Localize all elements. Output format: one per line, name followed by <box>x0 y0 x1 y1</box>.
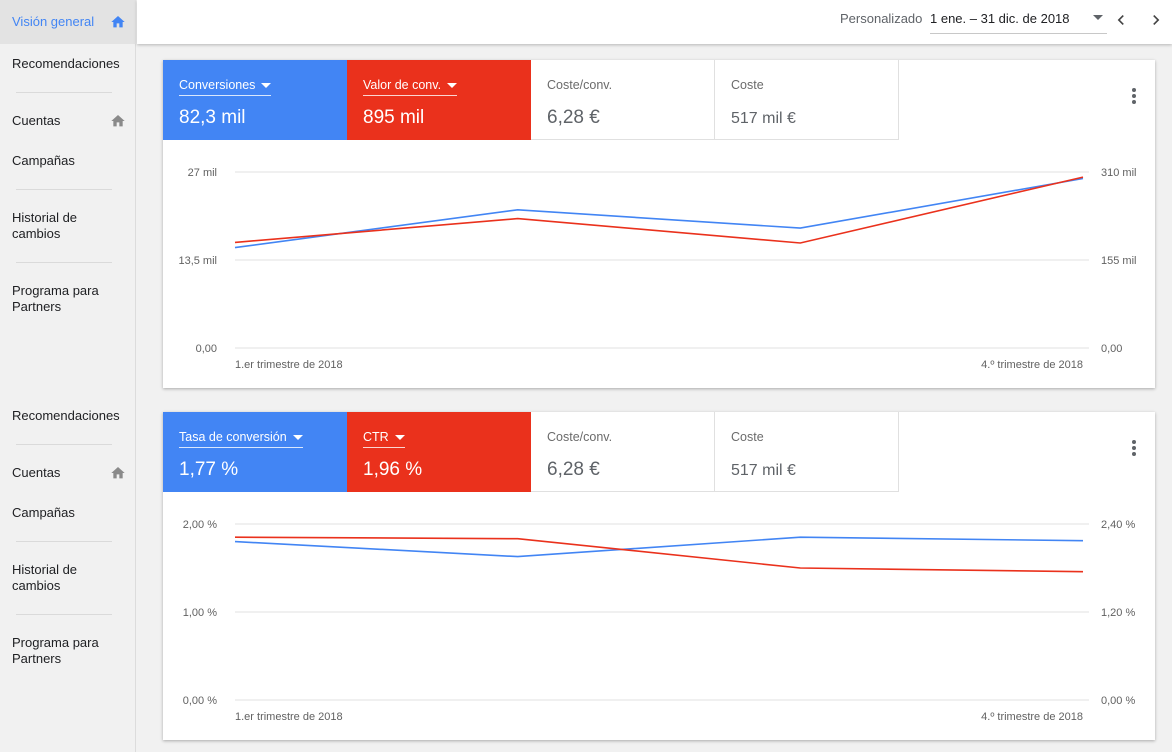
y-tick-label-right: 310 mil <box>1101 167 1136 179</box>
y-tick-label-left: 27 mil <box>188 167 217 179</box>
sidebar-divider <box>16 189 112 190</box>
performance-card: Tasa de conversión 1,77 % CTR 1,96 % Cos… <box>163 412 1155 740</box>
sidebar-divider <box>16 262 112 263</box>
sidebar-item-label: Recomendaciones <box>12 56 120 71</box>
metric-dropdown[interactable]: CTR <box>363 429 405 448</box>
y-tick-label-right: 1,20 % <box>1101 607 1135 619</box>
metric-cost[interactable]: Coste 517 mil € <box>715 412 899 492</box>
chevron-left-icon[interactable] <box>1111 10 1131 30</box>
sidebar-divider <box>16 444 112 445</box>
x-tick-label: 4.º trimestre de 2018 <box>981 711 1083 723</box>
metric-label: Coste <box>731 78 764 92</box>
metric-conversion-value[interactable]: Valor de conv. 895 mil <box>347 60 531 140</box>
more-options-icon[interactable] <box>1129 88 1139 108</box>
metric-dropdown[interactable]: Conversiones <box>179 77 272 96</box>
home-icon <box>111 115 125 127</box>
caret-down-icon <box>292 435 303 441</box>
performance-card: Conversiones 82,3 mil Valor de conv. 895… <box>163 60 1155 388</box>
metric-label: Tasa de conversión <box>179 430 287 444</box>
series-line <box>234 536 1084 573</box>
metric-label: Coste <box>731 430 764 444</box>
x-tick-label: 1.er trimestre de 2018 <box>235 359 343 371</box>
y-tick-label-left: 0,00 % <box>183 695 217 707</box>
sidebar-item-label: Programa para Partners <box>12 283 99 314</box>
x-tick-label: 1.er trimestre de 2018 <box>235 711 343 723</box>
sidebar-item-campaigns[interactable]: Campañas <box>0 153 136 169</box>
series-line <box>234 536 1084 558</box>
metric-label: CTR <box>363 430 389 444</box>
sidebar-item-change-history[interactable]: Historial de cambios <box>0 562 100 594</box>
metric-label: Coste/conv. <box>547 430 613 444</box>
top-bar: Personalizado 1 ene. – 31 dic. de 2018 <box>137 0 1172 44</box>
metric-cost[interactable]: Coste 517 mil € <box>715 60 899 140</box>
metric-value: 517 mil € <box>731 462 796 479</box>
home-icon <box>111 467 125 479</box>
sidebar-item-label: Campañas <box>12 505 75 520</box>
sidebar-item-recommendations[interactable]: Recomendaciones <box>0 408 136 424</box>
sidebar-divider <box>16 614 112 615</box>
metric-value: 6,28 € <box>547 459 600 480</box>
caret-down-icon <box>447 83 458 89</box>
sidebar-item-overview[interactable]: Visión general <box>0 0 136 44</box>
sidebar-item-campaigns[interactable]: Campañas <box>0 505 136 521</box>
home-icon <box>111 16 125 28</box>
metric-value: 1,96 % <box>363 459 423 480</box>
y-tick-label-left: 0,00 <box>196 343 217 355</box>
metric-value: 895 mil <box>363 107 425 128</box>
sidebar-item-label: Programa para Partners <box>12 635 99 666</box>
metric-label: Coste/conv. <box>547 78 613 92</box>
line-chart: 0,00 0,00 13,5 mil 155 mil 27 mil 310 mil 1.er… <box>178 167 1136 371</box>
chevron-down-icon[interactable] <box>1093 15 1103 20</box>
metric-value: 517 mil € <box>731 110 796 127</box>
sidebar-item-partners[interactable]: Programa para Partners <box>0 283 110 315</box>
caret-down-icon <box>261 83 272 89</box>
sidebar-item-recommendations[interactable]: Recomendaciones <box>0 56 136 72</box>
date-range-selector[interactable]: 1 ene. – 31 dic. de 2018 <box>930 10 1107 34</box>
caret-down-icon <box>394 435 405 441</box>
sidebar-item-label: Visión general <box>12 14 95 29</box>
x-tick-label: 4.º trimestre de 2018 <box>981 359 1083 371</box>
more-options-icon[interactable] <box>1129 440 1139 460</box>
metric-conversion-rate[interactable]: Tasa de conversión 1,77 % <box>163 412 347 492</box>
metric-value: 6,28 € <box>547 107 600 128</box>
series-line <box>234 176 1084 244</box>
sidebar-item-accounts[interactable]: Cuentas <box>0 465 136 481</box>
series-line <box>234 177 1084 249</box>
y-tick-label-left: 13,5 mil <box>178 255 217 267</box>
metric-dropdown[interactable]: Valor de conv. <box>363 77 458 96</box>
metric-conversions[interactable]: Conversiones 82,3 mil <box>163 60 347 140</box>
y-tick-label-left: 2,00 % <box>183 519 217 531</box>
sidebar-divider <box>16 541 112 542</box>
y-tick-label-right: 0,00 <box>1101 343 1122 355</box>
date-range-value: 1 ene. – 31 dic. de 2018 <box>930 11 1070 26</box>
sidebar: Visión general Recomendaciones Cuentas C… <box>0 0 136 752</box>
metric-ctr[interactable]: CTR 1,96 % <box>347 412 531 492</box>
y-tick-label-left: 1,00 % <box>183 607 217 619</box>
y-tick-label-right: 155 mil <box>1101 255 1136 267</box>
y-tick-label-right: 2,40 % <box>1101 519 1135 531</box>
metric-cost-per-conversion[interactable]: Coste/conv. 6,28 € <box>531 60 715 140</box>
sidebar-item-label: Recomendaciones <box>12 408 120 423</box>
sidebar-item-label: Campañas <box>12 153 75 168</box>
metric-label: Valor de conv. <box>363 78 442 92</box>
metric-label: Conversiones <box>179 78 256 92</box>
sidebar-item-partners[interactable]: Programa para Partners <box>0 635 110 667</box>
range-type-label: Personalizado <box>840 11 923 26</box>
y-tick-label-right: 0,00 % <box>1101 695 1135 707</box>
sidebar-divider <box>16 92 112 93</box>
metric-value: 82,3 mil <box>179 107 246 128</box>
sidebar-item-label: Cuentas <box>12 465 61 480</box>
chevron-right-icon[interactable] <box>1146 10 1166 30</box>
sidebar-item-change-history[interactable]: Historial de cambios <box>0 210 100 242</box>
sidebar-item-label: Historial de cambios <box>12 562 78 593</box>
sidebar-item-accounts[interactable]: Cuentas <box>0 113 136 129</box>
line-chart: 0,00 % 0,00 % 1,00 % 1,20 % 2,00 % 2,40 % 1.er… <box>183 519 1136 723</box>
sidebar-item-label: Historial de cambios <box>12 210 78 241</box>
sidebar-item-label: Cuentas <box>12 113 61 128</box>
metric-value: 1,77 % <box>179 459 239 480</box>
metric-dropdown[interactable]: Tasa de conversión <box>179 429 303 448</box>
metric-cost-per-conversion[interactable]: Coste/conv. 6,28 € <box>531 412 715 492</box>
